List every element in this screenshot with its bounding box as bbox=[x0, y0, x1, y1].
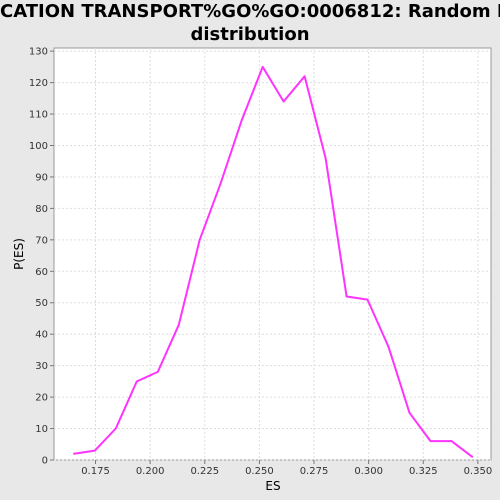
y-axis-label: P(ES) bbox=[12, 238, 26, 270]
data-point bbox=[345, 295, 348, 298]
chart-title-line-2: distribution bbox=[190, 24, 310, 45]
data-point bbox=[94, 449, 96, 452]
y-tick-label: 110 bbox=[29, 110, 48, 121]
series-line bbox=[73, 65, 474, 458]
data-point bbox=[429, 440, 432, 442]
data-point bbox=[471, 456, 474, 458]
data-point bbox=[408, 411, 411, 414]
y-tick-label: 130 bbox=[29, 47, 48, 58]
y-tick-label: 40 bbox=[35, 330, 48, 341]
y-tick-label: 100 bbox=[29, 141, 48, 152]
axis-layer: 0 10 20 30 40 50 60 70 80 90 100 110 120 130 0.175 0.20… bbox=[29, 47, 492, 477]
data-point bbox=[219, 182, 222, 185]
plot-area bbox=[53, 47, 492, 461]
x-tick-label: 0.225 bbox=[190, 466, 219, 477]
x-tick-label: 0.175 bbox=[81, 466, 110, 477]
x-tick-label: 0.300 bbox=[354, 466, 383, 477]
data-point bbox=[156, 371, 159, 373]
grid-layer bbox=[54, 48, 491, 461]
data-point bbox=[261, 66, 264, 68]
x-tick-label: 0.350 bbox=[464, 466, 493, 477]
data-point bbox=[177, 323, 180, 326]
x-tick-label: 0.250 bbox=[245, 466, 274, 477]
data-point bbox=[303, 75, 306, 78]
data-point bbox=[240, 119, 243, 122]
data-point bbox=[282, 100, 285, 103]
data-point bbox=[135, 380, 138, 383]
data-point bbox=[198, 238, 201, 241]
data-point bbox=[387, 345, 390, 348]
data-point bbox=[324, 157, 327, 160]
y-tick-label: 120 bbox=[29, 78, 48, 89]
data-point bbox=[366, 298, 369, 301]
data-point bbox=[450, 440, 453, 442]
chart-title: CATION TRANSPORT%GO%GO:0006812: Random E… bbox=[0, 0, 500, 46]
y-tick-label: 90 bbox=[35, 172, 48, 183]
x-axis-label: ES bbox=[265, 479, 280, 493]
y-tick-label: 20 bbox=[35, 393, 48, 404]
y-tick-label: 50 bbox=[35, 298, 48, 309]
y-tick-label: 80 bbox=[35, 204, 48, 215]
y-tick-label: 60 bbox=[35, 267, 48, 278]
chart-title-line-1: CATION TRANSPORT%GO%GO:0006812: Random E… bbox=[0, 1, 500, 22]
series-layer bbox=[73, 65, 474, 458]
x-tick-label: 0.275 bbox=[300, 466, 329, 477]
x-tick-label: 0.200 bbox=[136, 466, 165, 477]
y-tick-label: 0 bbox=[42, 456, 48, 467]
data-point bbox=[114, 427, 117, 430]
y-tick-label: 70 bbox=[35, 235, 48, 246]
y-tick-label: 10 bbox=[35, 424, 48, 435]
data-point bbox=[73, 452, 75, 455]
y-tick-label: 30 bbox=[35, 361, 48, 372]
x-tick-label: 0.325 bbox=[409, 466, 438, 477]
